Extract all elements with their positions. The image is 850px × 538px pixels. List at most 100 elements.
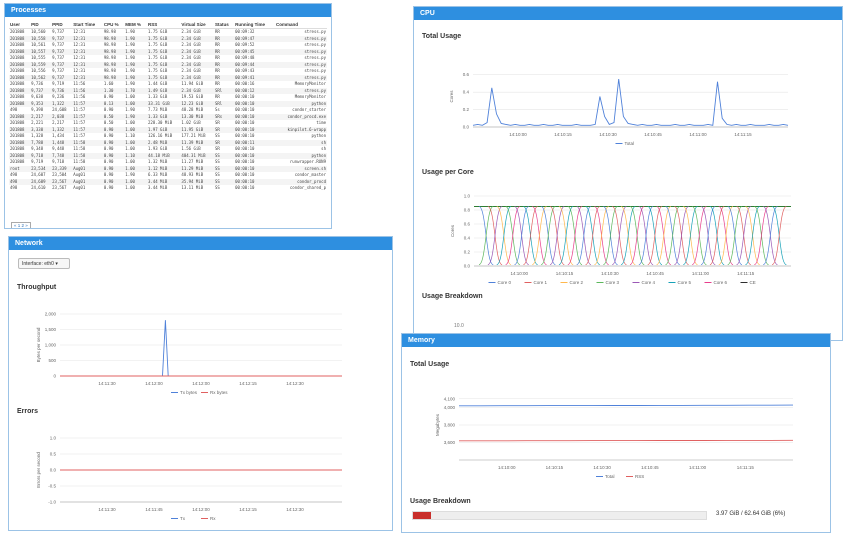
table-cell: 11:58	[72, 152, 103, 159]
table-cell: 1.90	[124, 61, 148, 68]
column-header[interactable]: User	[9, 21, 31, 29]
column-header[interactable]: Running Time	[234, 21, 276, 29]
table-cell: 1.33 GiB	[147, 113, 181, 120]
table-row: 201808 9,353 1,322 11:57 0.13 1.00 33.31 GiB 12…	[9, 100, 327, 107]
table-cell: 11.95 GiB	[180, 126, 214, 133]
table-cell: 10,555	[31, 55, 46, 60]
cpu-per-core-title: Usage per Core	[422, 169, 474, 176]
table-cell: stress.py	[304, 68, 326, 73]
table-cell: MemoryMonitor	[294, 94, 326, 99]
table-cell: 11.29 MiB	[180, 165, 214, 172]
table-row: 498 24,607 23,504 Aug01 0.90 1.90 6.33 MiB 48.9…	[9, 172, 327, 179]
table-cell: RR	[213, 61, 235, 68]
table-cell: 00:09:45	[234, 48, 276, 55]
column-header[interactable]: Command	[275, 21, 327, 29]
table-cell: 1.44 GiB	[148, 81, 168, 86]
table-cell: 00:09:52	[235, 42, 255, 47]
table-cell: 201808	[10, 68, 25, 73]
table-cell: runwrapper.RUN9	[289, 159, 326, 164]
cpu-breakdown-tick: 10.0	[454, 323, 464, 329]
table-cell: 201808	[10, 94, 25, 99]
table-cell: 10,556	[31, 68, 46, 73]
table-cell: 00:09:47	[234, 35, 276, 42]
table-cell: condor_master	[294, 172, 326, 177]
column-header[interactable]: PID	[30, 21, 52, 29]
column-header[interactable]: MEM %	[124, 21, 148, 29]
process-table: User PID PPID Start Time CPU % MEM % RSS Virtua…	[9, 21, 327, 192]
table-cell: 00:00:10	[234, 178, 276, 185]
column-header[interactable]: CPU %	[102, 21, 125, 29]
table-cell: 1.02 GiB	[181, 120, 201, 125]
table-cell: 9,737	[51, 48, 73, 55]
table-cell: stress.py	[275, 48, 327, 55]
table-cell: RR	[213, 48, 235, 55]
table-cell: 1.90	[125, 107, 135, 112]
table-cell: 2.34 GiB	[180, 48, 214, 55]
table-row: 201808 9,348 9,448 11:58 0.90 1.00 1.93 GiB 1.5…	[9, 146, 327, 153]
table-cell: RR	[214, 68, 220, 73]
column-header[interactable]: Virtual Size	[180, 21, 214, 29]
table-cell: 11:57	[73, 120, 86, 125]
table-cell: 498	[10, 107, 18, 112]
table-cell: 2.34 GiB	[181, 29, 201, 34]
table-cell: 98.98	[103, 42, 116, 47]
table-row: 201808 9,737 9,736 11:56 1.30 1.70 1.49 GiB 2.3…	[9, 87, 327, 94]
table-cell: 2.48 MiB	[147, 139, 181, 146]
table-cell: 10,559	[30, 61, 52, 68]
table-cell: 404.31 MiB	[180, 152, 214, 159]
table-cell: 24,609	[30, 178, 52, 185]
table-cell: 00:00:10	[235, 146, 255, 151]
table-cell: 1.00	[125, 185, 135, 190]
table-cell: 228.30 MiB	[148, 120, 173, 125]
pagination[interactable]: « 1 2 »	[11, 222, 31, 228]
table-cell: 0.90	[102, 139, 125, 146]
table-cell: 9,737	[52, 42, 65, 47]
table-cell: 1.90	[125, 81, 135, 86]
table-row: 498 9,398 24,608 11:57 0.90 1.90 7.73 MiB 48.28…	[9, 107, 327, 114]
table-row: 201808 10,561 9,737 12:31 98.98 1.90 1.75 GiB 2…	[9, 42, 327, 49]
table-cell: 1.75 GiB	[148, 42, 168, 47]
table-cell: 00:09:32	[235, 29, 255, 34]
table-cell: 2,217	[52, 120, 65, 125]
table-cell: 00:00:10	[234, 100, 276, 107]
table-cell: 98.98	[102, 48, 125, 55]
table-cell: 9,719	[31, 159, 44, 164]
table-cell: 9,736	[51, 87, 73, 94]
table-cell: 1.49 GiB	[147, 87, 181, 94]
column-header[interactable]: PPID	[51, 21, 73, 29]
table-cell: 201808	[9, 35, 31, 42]
table-cell: 1.90	[125, 172, 135, 177]
table-cell: stress.py	[275, 35, 327, 42]
table-cell: stress.py	[275, 74, 327, 81]
table-cell: RR	[214, 55, 220, 60]
table-cell: 00:09:43	[235, 68, 255, 73]
table-cell: 201808	[10, 146, 25, 151]
table-cell: 7.73 MiB	[148, 107, 168, 112]
table-cell: sh	[321, 146, 326, 151]
table-cell: 9,718	[30, 152, 52, 159]
interface-select[interactable]: Interface: eth0 ▾	[18, 258, 70, 269]
table-cell: 1.00	[125, 120, 135, 125]
column-header[interactable]: Status	[213, 21, 235, 29]
table-cell: 201808	[9, 87, 31, 94]
table-cell: 3.44 MiB	[148, 185, 168, 190]
table-row: 498 24,609 23,567 Aug01 0.90 1.00 3.44 MiB 35.9…	[9, 178, 327, 185]
table-cell: 00:09:44	[234, 61, 276, 68]
table-cell: 9,398	[31, 107, 44, 112]
memory-panel: Memory Total Usage Usage Breakdown	[401, 333, 831, 533]
table-cell: Aug01	[72, 165, 103, 172]
table-cell: 201808	[9, 61, 31, 68]
table-cell: python	[311, 133, 326, 138]
column-header[interactable]: RSS	[147, 21, 181, 29]
table-cell: 10,562	[30, 74, 52, 81]
table-cell: 2.34 GiB	[180, 74, 214, 81]
table-cell: 0.90	[103, 172, 114, 177]
table-cell: 177.21 MiB	[181, 133, 206, 138]
table-cell: 00:00:11	[234, 139, 276, 146]
table-cell: 201808	[10, 133, 25, 138]
table-cell: 11.27 MiB	[181, 159, 204, 164]
table-cell: 1.56 GiB	[181, 146, 201, 151]
column-header[interactable]: Start Time	[72, 21, 103, 29]
table-cell: 1.90	[124, 48, 148, 55]
table-cell: 1.00	[124, 165, 148, 172]
